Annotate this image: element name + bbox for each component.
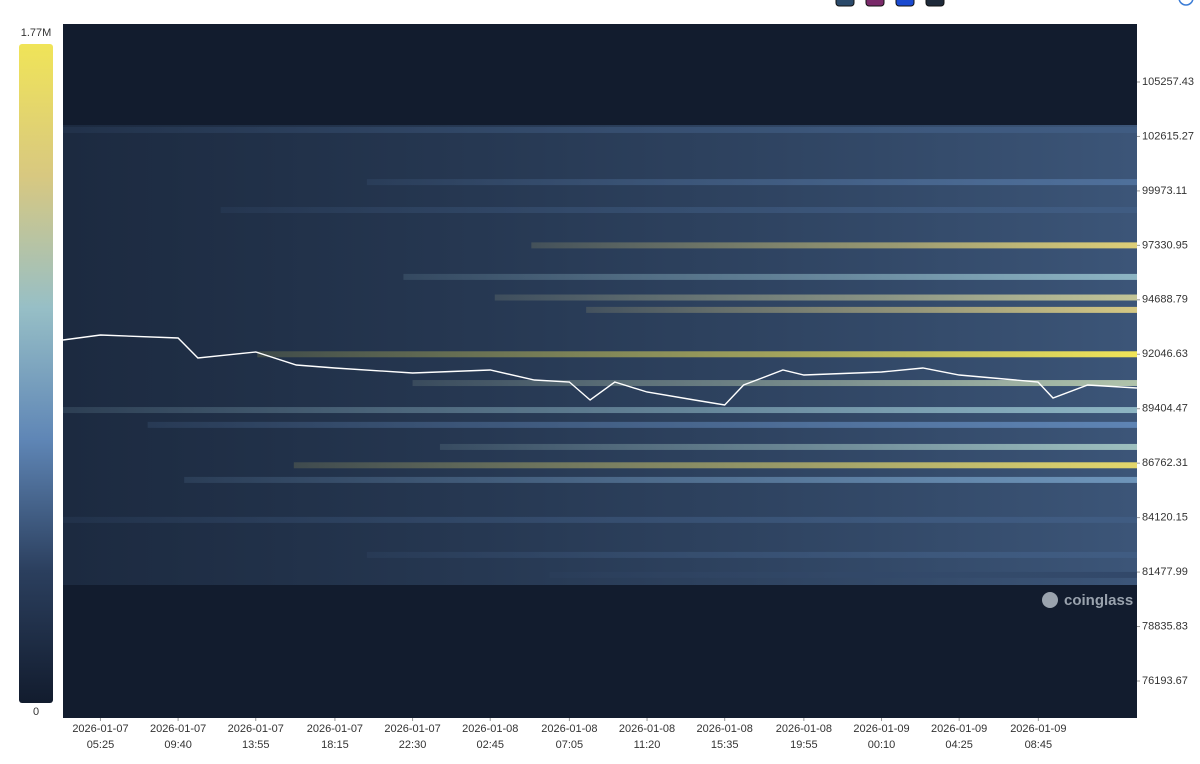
x-tick-label: 00:10: [868, 739, 896, 751]
x-tick-label: 09:40: [164, 739, 192, 751]
heat-band: [494, 294, 1137, 301]
heat-band: [293, 462, 1137, 469]
x-tick-label: 2026-01-08: [462, 723, 518, 735]
x-tick-label: 19:55: [790, 739, 818, 751]
colorbar-label: 0: [33, 706, 39, 718]
y-tick-label: 92046.63: [1142, 348, 1188, 360]
y-tick-label: 102615.27: [1142, 130, 1194, 142]
x-tick-label: 2026-01-07: [307, 723, 363, 735]
y-tick-label: 78835.83: [1142, 620, 1188, 632]
legend-swatch[interactable]: [835, 0, 855, 7]
x-tick-label: 08:45: [1025, 739, 1053, 751]
x-tick-label: 11:20: [634, 739, 661, 751]
y-tick-label: 81477.99: [1142, 566, 1188, 578]
y-tick-label: 86762.31: [1142, 457, 1188, 469]
heat-band: [366, 179, 1138, 186]
y-tick-label: 105257.43: [1142, 76, 1194, 88]
heat-band: [257, 351, 1138, 358]
heat-band: [403, 273, 1137, 280]
heat-band: [220, 207, 1138, 214]
x-tick-label: 02:45: [476, 739, 504, 751]
x-tick-label: 13:55: [242, 739, 270, 751]
heat-band: [63, 407, 1137, 414]
heat-band: [412, 380, 1137, 387]
heat-band: [147, 421, 1137, 428]
y-tick-label: 89404.47: [1142, 403, 1188, 415]
legend-swatch[interactable]: [895, 0, 915, 7]
x-tick-label: 15:35: [711, 739, 739, 751]
x-tick-label: 2026-01-07: [384, 723, 440, 735]
settings-icon[interactable]: [1178, 0, 1194, 6]
x-tick-label: 2026-01-08: [697, 723, 753, 735]
x-tick-label: 2026-01-08: [541, 723, 597, 735]
legend-swatch[interactable]: [925, 0, 945, 7]
x-tick-label: 2026-01-07: [150, 723, 206, 735]
x-tick-label: 2026-01-08: [619, 723, 675, 735]
colorbar-label: 1.77M: [21, 27, 52, 39]
watermark-logo: [1042, 592, 1058, 608]
y-tick-label: 76193.67: [1142, 675, 1188, 687]
watermark: coinglass: [1064, 592, 1133, 609]
heat-band: [184, 476, 1137, 483]
heat-band: [439, 443, 1137, 450]
x-tick-label: 22:30: [399, 739, 427, 751]
heat-band: [549, 571, 1137, 578]
x-tick-label: 2026-01-08: [776, 723, 832, 735]
heat-band: [531, 242, 1137, 249]
x-tick-label: 2026-01-07: [228, 723, 284, 735]
x-tick-label: 18:15: [321, 739, 349, 751]
x-tick-label: 2026-01-07: [72, 723, 128, 735]
x-tick-label: 04:25: [945, 739, 973, 751]
heat-band: [63, 516, 1137, 523]
y-tick-label: 84120.15: [1142, 512, 1188, 524]
heat-band: [586, 306, 1137, 313]
y-tick-label: 94688.79: [1142, 294, 1188, 306]
legend-swatch[interactable]: [865, 0, 885, 7]
heat-band: [63, 126, 1137, 133]
x-tick-label: 05:25: [87, 739, 115, 751]
x-tick-label: 07:05: [556, 739, 584, 751]
y-tick-label: 99973.11: [1142, 185, 1187, 197]
price-line: [62, 334, 1138, 406]
x-tick-label: 2026-01-09: [853, 723, 909, 735]
heat-band: [366, 551, 1138, 558]
x-tick-label: 2026-01-09: [1010, 723, 1066, 735]
colorbar: [19, 44, 53, 703]
legend-swatches: [835, 0, 1194, 7]
y-tick-label: 97330.95: [1142, 239, 1188, 251]
x-tick-label: 2026-01-09: [931, 723, 987, 735]
